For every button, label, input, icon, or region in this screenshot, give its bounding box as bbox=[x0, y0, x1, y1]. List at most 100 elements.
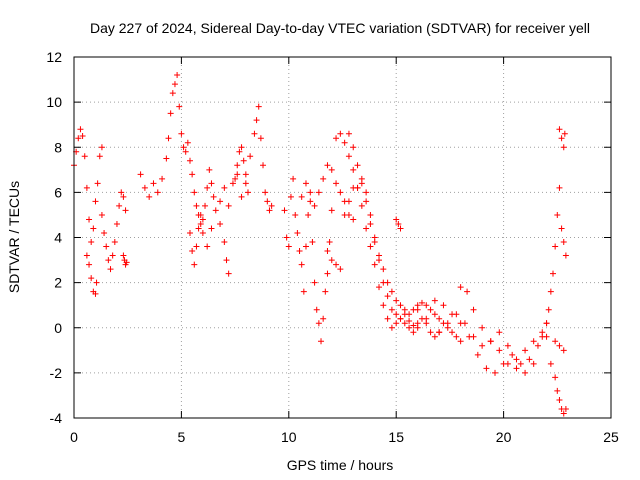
y-tick-label: 6 bbox=[54, 184, 62, 200]
data-point bbox=[234, 171, 241, 178]
data-point bbox=[113, 220, 120, 227]
data-point bbox=[423, 315, 430, 322]
data-point bbox=[328, 257, 335, 264]
data-point bbox=[560, 347, 567, 354]
series-seg-night-b bbox=[547, 360, 569, 417]
data-point bbox=[315, 320, 322, 327]
data-point bbox=[509, 351, 516, 358]
data-point bbox=[315, 189, 322, 196]
series-seg-night-c bbox=[556, 126, 568, 151]
data-point bbox=[324, 162, 331, 169]
series-seg-early-b bbox=[83, 252, 100, 297]
data-point bbox=[195, 225, 202, 232]
x-tick-label: 20 bbox=[496, 429, 512, 445]
data-point bbox=[367, 220, 374, 227]
x-tick-label: 25 bbox=[603, 429, 619, 445]
data-point bbox=[461, 320, 468, 327]
data-point bbox=[208, 180, 215, 187]
data-point bbox=[199, 229, 206, 236]
data-point bbox=[449, 329, 456, 336]
data-point bbox=[496, 329, 503, 336]
data-point bbox=[232, 175, 239, 182]
series-seg-afternoon-d bbox=[393, 216, 404, 232]
data-point bbox=[397, 225, 404, 232]
data-point bbox=[414, 324, 421, 331]
data-point bbox=[204, 184, 211, 191]
data-point bbox=[86, 261, 93, 268]
data-point bbox=[193, 243, 200, 250]
y-tick-label: 4 bbox=[54, 230, 62, 246]
data-point bbox=[371, 234, 378, 241]
data-point bbox=[229, 180, 236, 187]
data-point bbox=[79, 132, 86, 139]
data-point bbox=[436, 329, 443, 336]
data-point bbox=[539, 333, 546, 340]
data-point bbox=[431, 297, 438, 304]
data-point bbox=[534, 342, 541, 349]
data-point bbox=[393, 216, 400, 223]
x-tick-labels: 0 5 10 15 20 25 bbox=[70, 429, 619, 445]
data-point bbox=[376, 257, 383, 264]
data-point bbox=[296, 248, 303, 255]
grid-lines bbox=[74, 57, 611, 418]
data-point bbox=[560, 144, 567, 151]
data-point bbox=[242, 180, 249, 187]
chart-title: Day 227 of 2024, Sidereal Day-to-day VTE… bbox=[90, 20, 590, 36]
data-point bbox=[333, 261, 340, 268]
x-tick-label: 0 bbox=[70, 429, 78, 445]
data-point bbox=[260, 162, 267, 169]
series-seg-noon-c bbox=[324, 184, 357, 273]
data-point bbox=[123, 259, 130, 266]
data-point bbox=[262, 189, 269, 196]
data-point bbox=[287, 193, 294, 200]
data-point bbox=[393, 320, 400, 327]
data-point bbox=[483, 365, 490, 372]
data-point bbox=[77, 126, 84, 133]
data-point bbox=[401, 306, 408, 313]
data-point bbox=[191, 261, 198, 268]
y-axis-label: SDTVAR / TECUs bbox=[6, 181, 22, 293]
data-point bbox=[479, 324, 486, 331]
data-point bbox=[526, 356, 533, 363]
data-point bbox=[225, 270, 232, 277]
data-point bbox=[88, 275, 95, 282]
data-point bbox=[470, 333, 477, 340]
series-seg-evening-b bbox=[436, 311, 550, 363]
series-seg-late-morning bbox=[217, 103, 275, 214]
data-point bbox=[318, 338, 325, 345]
data-point bbox=[298, 193, 305, 200]
data-point bbox=[92, 290, 99, 297]
data-point bbox=[94, 180, 101, 187]
data-point bbox=[171, 81, 178, 88]
data-point bbox=[236, 148, 243, 155]
data-point bbox=[141, 184, 148, 191]
data-point bbox=[354, 184, 361, 191]
y-tick-label: -4 bbox=[50, 410, 63, 426]
data-point bbox=[513, 365, 520, 372]
data-point bbox=[178, 130, 185, 137]
data-point bbox=[556, 342, 563, 349]
data-point bbox=[371, 261, 378, 268]
data-point bbox=[165, 135, 172, 142]
data-point bbox=[464, 288, 471, 295]
series-seg-afternoon-b bbox=[345, 130, 464, 345]
data-point bbox=[176, 103, 183, 110]
data-point bbox=[90, 225, 97, 232]
data-point bbox=[81, 153, 88, 160]
data-point bbox=[513, 356, 520, 363]
data-point bbox=[561, 130, 568, 137]
data-point bbox=[556, 396, 563, 403]
data-point bbox=[96, 153, 103, 160]
data-point bbox=[285, 243, 292, 250]
data-point bbox=[522, 347, 529, 354]
data-point bbox=[397, 315, 404, 322]
data-point bbox=[313, 306, 320, 313]
data-point bbox=[457, 338, 464, 345]
data-point bbox=[186, 229, 193, 236]
data-point bbox=[324, 270, 331, 277]
data-point bbox=[363, 198, 370, 205]
data-point bbox=[337, 266, 344, 273]
data-point bbox=[470, 306, 477, 313]
data-point bbox=[307, 198, 314, 205]
data-point bbox=[345, 153, 352, 160]
